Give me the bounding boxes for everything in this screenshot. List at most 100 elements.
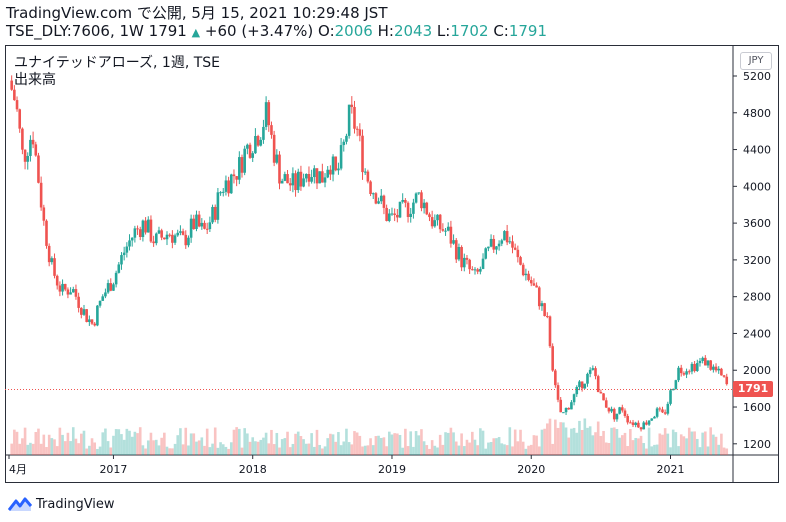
volume-bar: [259, 439, 263, 455]
candle-body: [146, 219, 150, 233]
volume-bar: [307, 443, 311, 455]
candle-body: [422, 202, 426, 209]
volume-bar: [487, 442, 490, 455]
volume-bar: [521, 441, 525, 455]
candle-body: [452, 240, 455, 244]
volume-bar: [109, 447, 113, 455]
volume-bar: [396, 433, 399, 455]
candle-body: [591, 368, 595, 370]
y-tick-label: 1600: [743, 401, 771, 414]
candle-body: [149, 219, 153, 242]
candle-body: [141, 220, 145, 238]
volume-bar: [575, 432, 579, 455]
currency-badge[interactable]: JPY: [740, 52, 772, 70]
candle-body: [98, 300, 102, 306]
candle-body: [495, 246, 498, 250]
volume-bar: [224, 446, 228, 455]
volume-bar: [671, 429, 675, 455]
candle-body: [462, 257, 466, 268]
candle-body: [173, 235, 177, 243]
close-label: C:: [493, 22, 509, 40]
candle-body: [695, 363, 699, 372]
volume-bar: [725, 448, 729, 455]
candle-body: [637, 422, 640, 428]
candle-body: [361, 135, 364, 173]
candle-body: [224, 180, 228, 192]
volume-bar: [540, 429, 544, 455]
volume-bar: [366, 445, 370, 455]
volume-bar: [554, 419, 557, 455]
candle-body: [47, 245, 51, 263]
volume-bar: [55, 446, 59, 455]
candle-body: [599, 392, 603, 394]
volume-bar: [23, 427, 27, 455]
volume-bar: [543, 428, 546, 455]
candle-body: [717, 368, 721, 371]
price-chart[interactable]: 1200 1600 2000 2400 2800 3200 3600 4000 4400 4800…: [5, 45, 779, 483]
volume-bar: [299, 436, 303, 455]
volume-bar: [473, 439, 477, 455]
candle-body: [714, 366, 718, 371]
volume-bar: [272, 444, 276, 455]
volume-bar: [583, 418, 587, 455]
candle-body: [559, 399, 563, 413]
y-tick-label: 2000: [743, 364, 771, 377]
volume-bar: [149, 432, 153, 455]
volume-bar: [71, 427, 75, 455]
volume-bar: [106, 441, 110, 455]
volume-bar: [679, 434, 683, 455]
volume-bar: [61, 434, 64, 455]
volume-bar: [82, 430, 86, 455]
candle-body: [329, 169, 332, 175]
volume-bar: [270, 429, 273, 455]
volume-bar: [712, 434, 715, 455]
volume-bar: [634, 437, 637, 455]
volume-bar: [621, 435, 624, 455]
candle-body: [296, 171, 300, 191]
volume-bar: [63, 441, 67, 455]
candle-body: [307, 173, 311, 182]
candle-body: [267, 102, 271, 126]
volume-bar: [280, 439, 284, 455]
volume-bar: [481, 430, 485, 455]
candle-body: [685, 371, 688, 375]
volume-bar: [133, 431, 137, 455]
y-tick-label: 3200: [743, 254, 771, 267]
candle-body: [414, 193, 418, 203]
volume-bar: [604, 442, 608, 455]
volume-bar: [165, 446, 169, 455]
candle-body: [29, 139, 32, 156]
candle-body: [487, 246, 490, 249]
y-tick-label: 2400: [743, 327, 771, 340]
candle-body: [532, 283, 536, 286]
y-tick-label: 2800: [743, 291, 771, 304]
x-tick-label: 2021: [657, 463, 685, 476]
candle-body: [280, 180, 284, 184]
volume-bar: [570, 428, 573, 455]
volume-bar: [444, 432, 447, 455]
volume-bar: [661, 434, 664, 455]
candle-body: [259, 139, 263, 146]
volume-bar: [88, 445, 91, 455]
candle-body: [37, 155, 40, 183]
candle-body: [318, 171, 321, 184]
candle-body: [492, 238, 496, 250]
candle-body: [438, 214, 442, 230]
candle-body: [39, 182, 43, 208]
candle-body: [34, 144, 38, 156]
volume-bar: [594, 432, 597, 455]
volume-bar: [462, 446, 466, 455]
volume-bar: [181, 444, 185, 455]
volume-bar: [104, 428, 107, 455]
volume-bar: [179, 428, 182, 455]
volume-bar: [433, 445, 437, 455]
candle-body: [112, 284, 115, 291]
volume-bar: [588, 426, 592, 455]
volume-bar: [704, 431, 707, 455]
candle-body: [465, 257, 469, 260]
volume-bar: [406, 446, 410, 455]
volume-bar: [653, 444, 656, 455]
candle-body: [537, 287, 541, 307]
candle-body: [570, 402, 573, 410]
volume-bar: [173, 443, 177, 455]
